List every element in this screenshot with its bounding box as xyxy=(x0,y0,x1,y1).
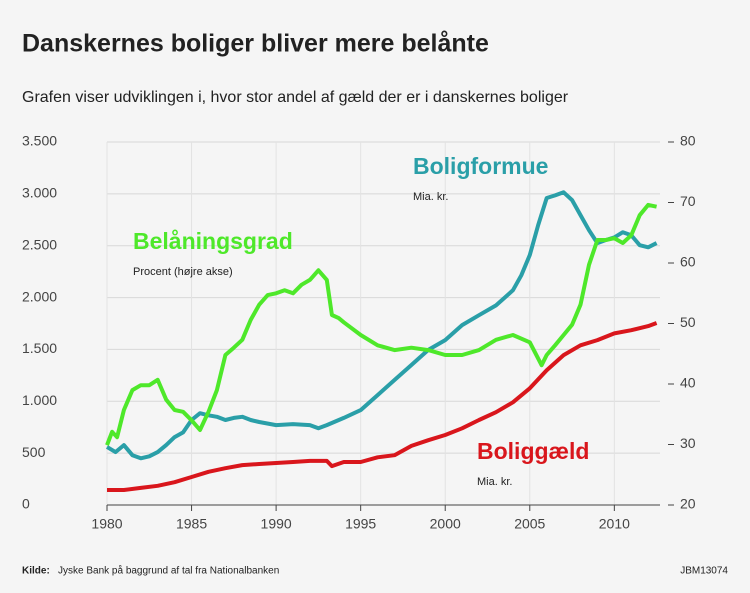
x-tick-label: 1985 xyxy=(176,516,207,532)
x-tick-label: 2005 xyxy=(514,516,545,532)
x-tick-label: 2000 xyxy=(430,516,461,532)
chart-subtitle: Grafen viser udviklingen i, hvor stor an… xyxy=(22,89,569,106)
x-tick-label: 1990 xyxy=(261,516,292,532)
series-unit: Mia. kr. xyxy=(477,476,512,488)
series-label: Boligformue xyxy=(413,153,548,179)
series-label: Boliggæld xyxy=(477,438,589,464)
y2-tick-label: 80 xyxy=(680,133,696,149)
chart-title: Danskernes boliger bliver mere belånte xyxy=(22,30,489,58)
series-line xyxy=(105,190,658,461)
y-tick-label: 1.000 xyxy=(22,392,57,408)
y-tick-label: 2.000 xyxy=(22,288,57,304)
x-tick-label: 2010 xyxy=(599,516,630,532)
x-tick-label: 1980 xyxy=(91,516,122,532)
series-line xyxy=(105,202,658,446)
y-tick-label: 3.000 xyxy=(22,185,57,201)
y-tick-label: 1.500 xyxy=(22,340,57,356)
y2-tick-label: 70 xyxy=(680,193,696,209)
series-unit: Mia. kr. xyxy=(413,191,448,203)
source-label: Kilde: xyxy=(22,566,50,577)
series-line xyxy=(107,321,658,492)
y-tick-label: 3.500 xyxy=(22,133,57,149)
series-unit: Procent (højre akse) xyxy=(133,266,233,278)
y2-tick-label: 50 xyxy=(680,314,696,330)
y2-tick-label: 30 xyxy=(680,435,696,451)
y-tick-label: 500 xyxy=(22,444,46,460)
y2-tick-label: 20 xyxy=(680,496,696,512)
x-tick-label: 1995 xyxy=(345,516,376,532)
series-label: Belåningsgrad xyxy=(133,228,293,254)
source: Jyske Bank på baggrund af tal fra Nation… xyxy=(58,565,279,577)
y-tick-label: 2.500 xyxy=(22,236,57,252)
y2-tick-label: 60 xyxy=(680,254,696,270)
y-tick-label: 0 xyxy=(22,496,30,512)
y2-tick-label: 40 xyxy=(680,375,696,391)
code: JBM13074 xyxy=(680,566,728,577)
